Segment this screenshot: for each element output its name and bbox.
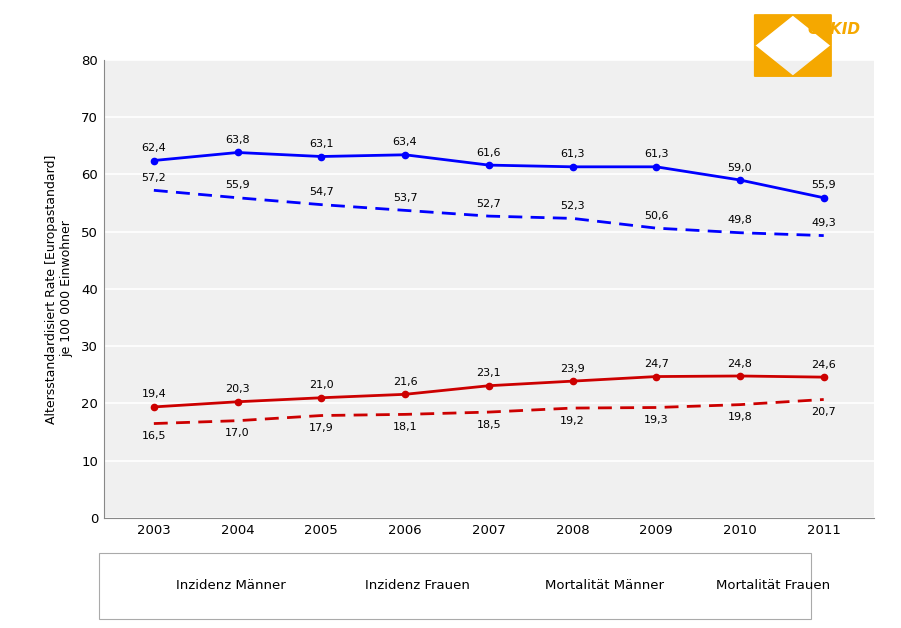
Text: 63,8: 63,8 [225, 135, 250, 145]
Text: 61,3: 61,3 [560, 149, 585, 160]
Text: 20,3: 20,3 [225, 384, 250, 394]
Text: 24,6: 24,6 [812, 360, 836, 370]
Text: Inzidenz Frauen: Inzidenz Frauen [365, 579, 469, 592]
Text: 17,9: 17,9 [309, 423, 333, 433]
Text: 62,4: 62,4 [141, 143, 166, 153]
Text: 61,6: 61,6 [477, 148, 501, 158]
Polygon shape [754, 45, 793, 76]
Text: 19,2: 19,2 [560, 416, 585, 426]
Text: 61,3: 61,3 [644, 149, 669, 160]
Text: 52,7: 52,7 [477, 198, 501, 208]
Text: 16,5: 16,5 [141, 431, 166, 441]
Text: 53,7: 53,7 [393, 193, 417, 203]
Text: 52,3: 52,3 [560, 201, 585, 211]
Text: 23,1: 23,1 [477, 368, 501, 378]
Text: 63,4: 63,4 [393, 138, 417, 148]
Polygon shape [754, 15, 793, 45]
Text: 50,6: 50,6 [644, 210, 669, 220]
Text: Inzidenz Männer: Inzidenz Männer [176, 579, 286, 592]
Text: 21,6: 21,6 [393, 377, 417, 387]
Polygon shape [793, 15, 831, 45]
Polygon shape [793, 45, 831, 76]
Text: 17,0: 17,0 [225, 428, 250, 438]
Text: 24,7: 24,7 [644, 359, 669, 369]
Text: Mortalität Frauen: Mortalität Frauen [716, 579, 831, 592]
Text: 19,8: 19,8 [728, 412, 752, 422]
Text: 18,5: 18,5 [477, 420, 501, 430]
Text: 55,9: 55,9 [812, 180, 836, 190]
Text: 18,1: 18,1 [393, 422, 417, 432]
Text: 55,9: 55,9 [225, 180, 250, 190]
Text: 63,1: 63,1 [309, 139, 333, 149]
Text: 59,0: 59,0 [728, 163, 752, 173]
Text: 24,8: 24,8 [728, 359, 752, 369]
Polygon shape [784, 38, 802, 53]
Y-axis label: Altersstandardisiert Rate [Europastandard]
je 100 000 Einwohner: Altersstandardisiert Rate [Europastandar… [45, 154, 73, 423]
Text: 49,3: 49,3 [812, 218, 836, 228]
Text: Mortalität Männer: Mortalität Männer [545, 579, 664, 592]
Text: GEKID: GEKID [807, 22, 860, 37]
Text: 23,9: 23,9 [560, 364, 585, 374]
Text: 49,8: 49,8 [728, 215, 752, 225]
Text: 57,2: 57,2 [141, 173, 166, 183]
Text: 20,7: 20,7 [812, 407, 836, 417]
Text: 21,0: 21,0 [309, 381, 333, 391]
Text: 19,3: 19,3 [644, 415, 669, 425]
Text: 54,7: 54,7 [309, 187, 333, 197]
Text: 19,4: 19,4 [141, 389, 166, 399]
